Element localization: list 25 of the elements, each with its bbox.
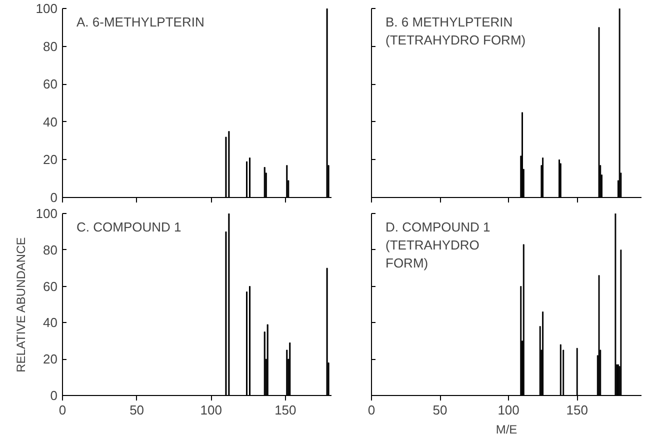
x-tick-label: 0 (368, 402, 376, 418)
y-tick-label: 20 (43, 152, 58, 168)
text: C. COMPOUND 1 (76, 220, 182, 234)
x-tick-label: 150 (566, 402, 588, 418)
y-tick-label: 20 (43, 352, 58, 367)
y-tick-label: 80 (43, 242, 58, 258)
x-tick-label: 50 (130, 402, 144, 418)
y-axis-title: RELATIVE ABUNDANCE (14, 237, 28, 372)
y-tick-label: 100 (36, 1, 58, 16)
y-tick-label: 0 (50, 190, 58, 205)
text: B. 6 METHYLPTERIN (TETRAHYDRO FORM) (386, 14, 526, 48)
x-tick-label: 100 (498, 402, 520, 418)
x-tick-label: 100 (200, 402, 222, 418)
y-tick-label: 40 (43, 114, 58, 130)
y-tick-label: 60 (43, 278, 58, 294)
x-axis-title: M/E (496, 422, 518, 436)
text: A. 6-METHYLPTERIN (76, 14, 204, 30)
text: D. COMPOUND 1 (TETRAHYDRO FORM) (386, 220, 490, 270)
y-tick-label: 80 (43, 38, 58, 54)
x-tick-label: 150 (274, 402, 296, 418)
y-tick-label: 0 (50, 388, 58, 403)
x-tick-label: 50 (432, 402, 448, 418)
y-tick-label: 60 (43, 76, 58, 92)
y-tick-label: 40 (43, 315, 58, 330)
y-tick-label: 100 (36, 206, 58, 221)
